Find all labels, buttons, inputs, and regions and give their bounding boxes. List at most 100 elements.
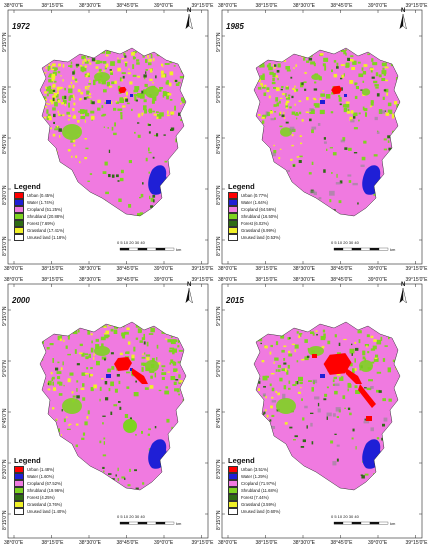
legend-label: Grassland (3.59%) (241, 502, 276, 507)
scale-bar (333, 247, 389, 251)
north-arrow-icon (399, 287, 407, 304)
legend-label: Cropland (51.25%) (27, 207, 63, 212)
legend-label: Urban (3.51%) (241, 467, 269, 472)
legend-label: Shrubland (11.68%) (241, 488, 278, 493)
map-year-label: 1972 (12, 22, 30, 31)
legend-label: Grassland (17.41%) (27, 228, 65, 233)
left-latitude-tick: 8°15'0"N (2, 510, 8, 530)
top-longitude-tick: 38°15'0"E (41, 3, 64, 9)
legend-label: Water (1.64%) (241, 200, 268, 205)
top-longitude-tick: 39°15'0"E (191, 277, 214, 283)
north-label: N (401, 8, 406, 14)
legend-label: Forest (6.02%) (241, 221, 269, 226)
legend-title: Legend (228, 456, 255, 465)
left-latitude-tick: 8°45'0"N (2, 134, 8, 154)
bottom-longitude-tick: 38°45'0"E (330, 540, 353, 546)
legend-item: Water (1.74%) (14, 199, 92, 206)
scale-bar-labels: 0 5 10 20 30 40 (331, 514, 359, 519)
left-latitude-tick: 9°0'0"N (2, 360, 8, 377)
legend-swatch (228, 220, 238, 227)
legend-swatch (228, 480, 238, 487)
scale-bar-labels: 0 5 10 20 30 40 (331, 240, 359, 245)
top-longitude-tick: 38°45'0"E (116, 277, 139, 283)
legend-swatch (228, 227, 238, 234)
top-longitude-tick: 38°30'0"E (79, 3, 101, 9)
north-arrow-icon (185, 13, 193, 30)
north-label: N (401, 282, 406, 288)
map-canvas (7, 283, 209, 539)
left-latitude-tick: 8°30'0"N (216, 459, 222, 479)
top-longitude-tick: 39°0'0"E (368, 277, 388, 283)
top-longitude-tick: 39°15'0"E (191, 3, 214, 9)
scale-bar-unit: km (390, 247, 396, 252)
north-label: N (187, 8, 192, 14)
legend-label: Urban (1.48%) (27, 467, 55, 472)
left-latitude-tick: 8°45'0"N (2, 408, 8, 428)
left-latitude-tick: 8°30'0"N (216, 185, 222, 205)
legend-label: Forest (4.25%) (27, 495, 55, 500)
left-latitude-tick: 9°15'0"N (2, 306, 8, 326)
scale-bar-labels: 0 5 10 20 30 40 (117, 240, 145, 245)
legend-swatch (228, 494, 238, 501)
top-longitude-tick: 38°15'0"E (41, 277, 64, 283)
left-latitude-tick: 8°15'0"N (216, 236, 222, 256)
top-longitude-tick: 38°15'0"E (255, 3, 278, 9)
legend-item: Urban (0.77%) (228, 192, 306, 199)
bottom-longitude-tick: 38°15'0"E (41, 540, 64, 546)
legend-item: Unused land (0.60%) (228, 508, 306, 515)
legend-label: Unused land (1.40%) (27, 509, 67, 514)
scale-bar-labels: 0 5 10 20 30 40 (117, 514, 145, 519)
land-cover-patches (40, 48, 186, 216)
map-canvas (221, 283, 423, 539)
map-year-label: 1985 (226, 22, 244, 31)
top-longitude-tick: 38°0'0"E (218, 277, 238, 283)
bottom-longitude-tick: 38°0'0"E (4, 540, 24, 546)
bottom-longitude-tick: 39°15'0"E (191, 540, 214, 546)
legend-label: Urban (0.45%) (27, 193, 55, 198)
map-canvas (221, 9, 423, 265)
top-longitude-tick: 38°30'0"E (79, 277, 101, 283)
legend-item: Cropland (51.25%) (14, 206, 92, 213)
legend-swatch (14, 227, 24, 234)
map-year-label: 2015 (226, 296, 244, 305)
scale-bar (119, 521, 175, 525)
bottom-longitude-tick: 38°30'0"E (79, 540, 101, 546)
urban-area (331, 85, 342, 95)
map-year-label: 2000 (12, 296, 30, 305)
left-latitude-tick: 8°30'0"N (2, 185, 8, 205)
legend-item: Forest (6.02%) (228, 220, 306, 227)
top-longitude-tick: 38°45'0"E (330, 3, 353, 9)
left-latitude-tick: 8°45'0"N (216, 134, 222, 154)
urban-area (323, 353, 352, 375)
scale-bar (333, 521, 389, 525)
legend-swatch (14, 494, 24, 501)
legend-title: Legend (228, 182, 255, 191)
legend-swatch (14, 192, 24, 199)
map-panel-1985: N 38°0'0"E 38°15'0"E 38°30'0"E 38°45'0"E 39°0… (216, 2, 428, 274)
legend-swatch (228, 213, 238, 220)
top-longitude-tick: 38°0'0"E (4, 3, 24, 9)
legend-swatch (228, 508, 238, 515)
legend-label: Cropland (71.97%) (241, 481, 277, 486)
legend-item: Cropland (67.52%) (14, 480, 92, 487)
legend-swatch (228, 487, 238, 494)
top-longitude-tick: 38°45'0"E (330, 277, 353, 283)
map-panel-1972: N 38°0'0"E 38°15'0"E 38°30'0"E 38°45'0"E 39°0… (2, 2, 214, 274)
top-longitude-tick: 38°15'0"E (255, 277, 278, 283)
legend-label: Forest (7.44%) (241, 495, 269, 500)
bottom-longitude-tick: 38°0'0"E (218, 540, 238, 546)
bottom-longitude-tick: 38°30'0"E (293, 266, 315, 272)
top-longitude-tick: 39°15'0"E (405, 277, 428, 283)
bottom-longitude-tick: 38°15'0"E (255, 540, 278, 546)
bottom-longitude-tick: 39°0'0"E (368, 266, 388, 272)
legend-item: Forest (4.25%) (14, 494, 92, 501)
legend-label: Cropland (67.52%) (27, 481, 63, 486)
bottom-longitude-tick: 38°30'0"E (79, 266, 101, 272)
top-longitude-tick: 38°30'0"E (293, 277, 315, 283)
legend-swatch (14, 206, 24, 213)
map-frame (7, 9, 209, 265)
top-longitude-tick: 38°45'0"E (116, 3, 139, 9)
legend-item: Urban (0.45%) (14, 192, 92, 199)
legend-item: Unused land (1.40%) (14, 508, 92, 515)
left-latitude-tick: 9°15'0"N (216, 32, 222, 52)
